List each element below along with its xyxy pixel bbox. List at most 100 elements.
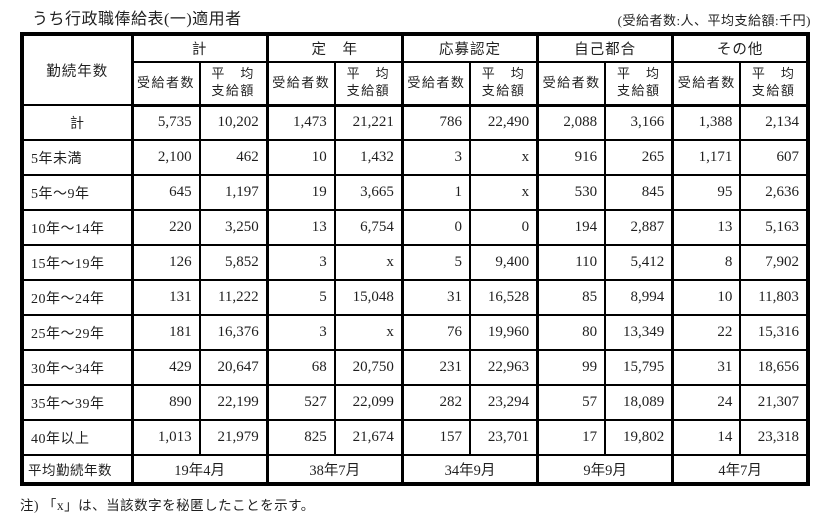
- group-header-row: 勤続年数 計 定 年 応募認定 自己都合 その他: [21, 33, 809, 106]
- table-cell: 5: [265, 279, 336, 316]
- table-cell: 21,307: [739, 384, 809, 421]
- table-cell: 530: [536, 174, 607, 211]
- sub-header-recipients: 受給者数: [400, 61, 471, 107]
- table-cell: 1,013: [130, 419, 201, 456]
- table-cell: 10: [265, 139, 336, 176]
- table-cell: 5,163: [739, 209, 809, 246]
- table-row: 計 5,735 10,202 1,473 21,221 786 22,490 2,088 3,1…: [21, 104, 809, 141]
- table-cell: 5,412: [604, 244, 674, 281]
- table-cell: x: [469, 139, 539, 176]
- sub-header-recipients: 受給者数: [130, 61, 201, 107]
- table-row: 35年～39年 890 22,199 527 22,099 282 23,294 57 18,0…: [21, 384, 809, 421]
- table-cell: 13: [265, 209, 336, 246]
- table-cell: 19: [265, 174, 336, 211]
- sub-header-average: 平 均 支給額: [739, 61, 809, 107]
- table-cell: 68: [265, 349, 336, 386]
- table-cell: 2,134: [739, 104, 809, 141]
- table-cell: 845: [604, 174, 674, 211]
- col-header-tenure: 勤続年数: [21, 33, 133, 106]
- table-cell: 9,400: [469, 244, 539, 281]
- table-cell: 1,197: [199, 174, 269, 211]
- row-label: 5年～9年: [21, 174, 133, 211]
- row-label: 35年～39年: [21, 384, 133, 421]
- footnote: 注) 「x」は、当該数字を秘匿したことを示す。: [20, 498, 315, 513]
- table-row: 20年～24年 131 11,222 5 15,048 31 16,528 85 8,994 10…: [21, 279, 809, 316]
- table-cell: x: [469, 174, 539, 211]
- table-cell: 1,473: [265, 104, 336, 141]
- table-cell: 31: [400, 279, 471, 316]
- sub-header-average: 平 均 支給額: [469, 61, 539, 107]
- table-cell: 18,089: [604, 384, 674, 421]
- table-cell: 11,803: [739, 279, 809, 316]
- row-label: 15年～19年: [21, 244, 133, 281]
- table-cell: 95: [671, 174, 742, 211]
- group-header-mandatory-retirement: 定 年: [265, 33, 404, 63]
- retirement-allowance-table: 勤続年数 計 定 年 応募認定 自己都合 その他 受給者数 平 均 支給額 受給…: [20, 32, 810, 486]
- table-cell: 825: [265, 419, 336, 456]
- average-tenure-total: 19年4月: [130, 454, 269, 485]
- row-label-average-tenure: 平均勤続年数: [21, 454, 133, 485]
- table-cell: 8,994: [604, 279, 674, 316]
- average-tenure-mandatory: 38年7月: [265, 454, 404, 485]
- table-cell: 5,735: [130, 104, 201, 141]
- table-cell: 80: [536, 314, 607, 351]
- table-cell: 1: [400, 174, 471, 211]
- table-cell: 110: [536, 244, 607, 281]
- table-cell: 2,887: [604, 209, 674, 246]
- table-row: 25年～29年 181 16,376 3 x 76 19,960 80 13,349 22 15,3…: [21, 314, 809, 351]
- table-cell: 18,656: [739, 349, 809, 386]
- unit-note: (受給者数:人、平均支給額:千円): [617, 13, 811, 28]
- table-row: 15年～19年 126 5,852 3 x 5 9,400 110 5,412 8 7,902: [21, 244, 809, 281]
- table-cell: 99: [536, 349, 607, 386]
- table-cell: 1,171: [671, 139, 742, 176]
- table-cell: 15,316: [739, 314, 809, 351]
- table-cell: 3: [265, 314, 336, 351]
- table-cell: 10: [671, 279, 742, 316]
- row-label: 10年～14年: [21, 209, 133, 246]
- table-cell: 5,852: [199, 244, 269, 281]
- table-cell: 3: [400, 139, 471, 176]
- table-cell: 7,902: [739, 244, 809, 281]
- table-cell: 10,202: [199, 104, 269, 141]
- table-cell: 220: [130, 209, 201, 246]
- row-label: 30年～34年: [21, 349, 133, 386]
- table-cell: 16,528: [469, 279, 539, 316]
- table-cell: 76: [400, 314, 471, 351]
- sub-header-row: 受給者数 平 均 支給額 受給者数 平 均 支給額 受給者数 平 均 支給額 受…: [22, 61, 809, 107]
- table-cell: 21,979: [199, 419, 269, 456]
- table-cell: 22,099: [334, 384, 404, 421]
- table-cell: 16,376: [199, 314, 269, 351]
- table-cell: 22,199: [199, 384, 269, 421]
- table-cell: 24: [671, 384, 742, 421]
- table-cell: 2,088: [536, 104, 607, 141]
- table-cell: 527: [265, 384, 336, 421]
- table-row: 5年未満 2,100 462 10 1,432 3 x 916 265 1,171 607: [21, 139, 809, 176]
- row-label: 5年未満: [21, 139, 133, 176]
- table-cell: 14: [671, 419, 742, 456]
- table-cell: 5: [400, 244, 471, 281]
- table-row: 5年～9年 645 1,197 19 3,665 1 x 530 845 95 2,636: [21, 174, 809, 211]
- table-cell: 231: [400, 349, 471, 386]
- table-cell: 890: [130, 384, 201, 421]
- row-label: 40年以上: [21, 419, 133, 456]
- table-cell: 194: [536, 209, 607, 246]
- sub-header-recipients: 受給者数: [536, 61, 607, 107]
- table-cell: 17: [536, 419, 607, 456]
- table-cell: x: [334, 314, 404, 351]
- average-tenure-personal: 9年9月: [536, 454, 674, 485]
- table-cell: 8: [671, 244, 742, 281]
- table-cell: 0: [400, 209, 471, 246]
- sub-header-recipients: 受給者数: [265, 61, 336, 107]
- table-cell: 0: [469, 209, 539, 246]
- row-label: 計: [21, 104, 133, 141]
- row-label: 25年～29年: [21, 314, 133, 351]
- table-cell: 6,754: [334, 209, 404, 246]
- table-cell: 181: [130, 314, 201, 351]
- table-cell: 31: [671, 349, 742, 386]
- average-tenure-application: 34年9月: [400, 454, 539, 485]
- table-cell: 3,665: [334, 174, 404, 211]
- table-cell: 57: [536, 384, 607, 421]
- table-body: 計 5,735 10,202 1,473 21,221 786 22,490 2,088 3,1…: [21, 104, 809, 456]
- table-cell: 85: [536, 279, 607, 316]
